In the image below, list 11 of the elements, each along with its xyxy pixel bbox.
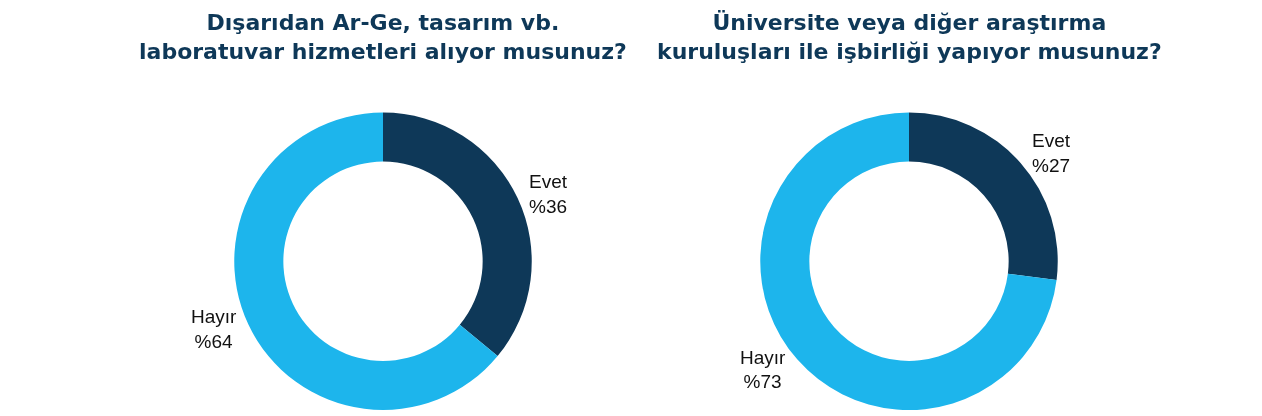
slice-label: Hayır	[190, 305, 237, 327]
chart-title: Üniversite veya diğer araştırma kuruluşları ile işbirliği yapıyor musunuz?	[657, 10, 1162, 64]
slice-label: Hayır	[739, 346, 786, 368]
data-label: %64	[194, 330, 234, 352]
chart-title: Dışarıdan Ar-Ge, tasarım vb. laboratuvar hizmetleri alıyor musunuz?	[139, 10, 627, 64]
slice-label: Evet	[1032, 130, 1071, 152]
slice-label: Evet	[529, 170, 568, 192]
donut-slice	[234, 112, 498, 410]
data-label: %27	[1032, 154, 1071, 176]
data-label: %73	[743, 371, 782, 393]
data-label: %36	[529, 195, 568, 217]
